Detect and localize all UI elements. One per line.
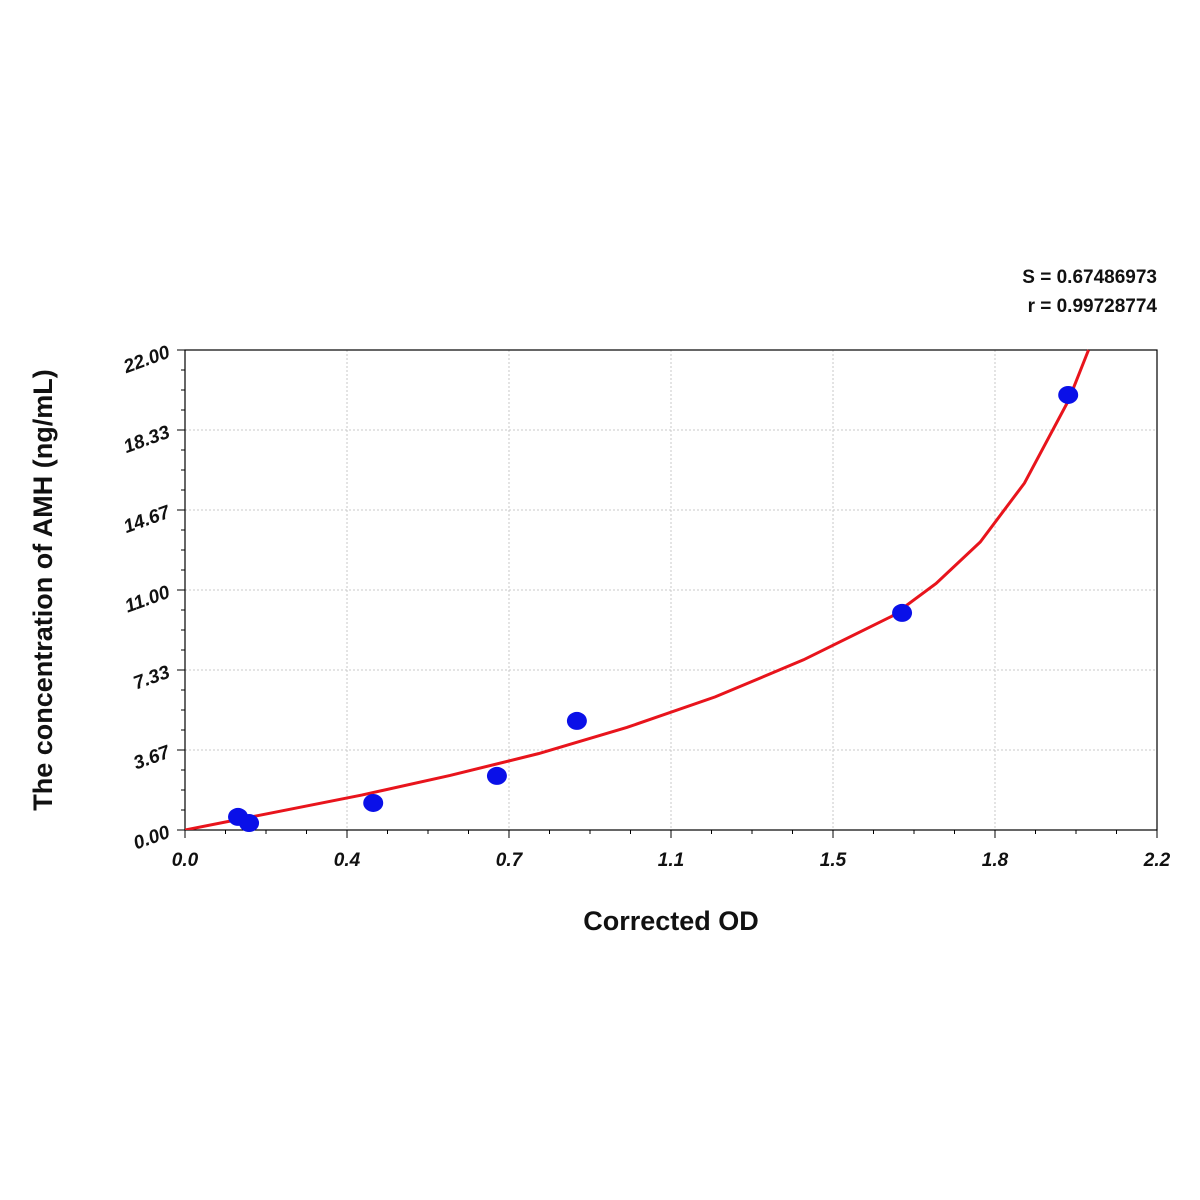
y-tick-label: 11.00 xyxy=(122,582,173,618)
data-point xyxy=(1058,385,1079,404)
x-tick-label: 1.5 xyxy=(820,850,847,871)
x-tick-label: 1.1 xyxy=(658,850,684,871)
annotation: S = 0.67486973 xyxy=(1022,267,1157,288)
y-tick-label: 7.33 xyxy=(131,662,173,695)
x-tick-label: 1.8 xyxy=(982,850,1009,871)
x-tick-label: 0.4 xyxy=(334,850,361,871)
data-point xyxy=(892,603,913,622)
x-axis-title: Corrected OD xyxy=(583,906,759,936)
data-point xyxy=(239,814,260,833)
x-tick-label: 0.0 xyxy=(172,850,199,871)
y-tick-label: 22.00 xyxy=(120,342,173,378)
plot-frame xyxy=(184,349,1158,831)
y-tick-label: 0.00 xyxy=(131,822,173,855)
x-tick-label: 2.2 xyxy=(1143,850,1171,871)
data-point xyxy=(363,793,384,812)
y-tick-label: 18.33 xyxy=(121,422,173,458)
y-axis-title: The concentration of AMH (ng/mL) xyxy=(28,369,58,810)
annotation: r = 0.99728774 xyxy=(1028,296,1158,317)
data-point xyxy=(486,766,507,785)
y-tick-label: 3.67 xyxy=(131,741,174,774)
x-tick-label: 0.7 xyxy=(496,850,524,871)
y-tick-label: 14.67 xyxy=(121,501,174,537)
data-point xyxy=(566,711,587,730)
fit-curve xyxy=(185,349,1090,830)
